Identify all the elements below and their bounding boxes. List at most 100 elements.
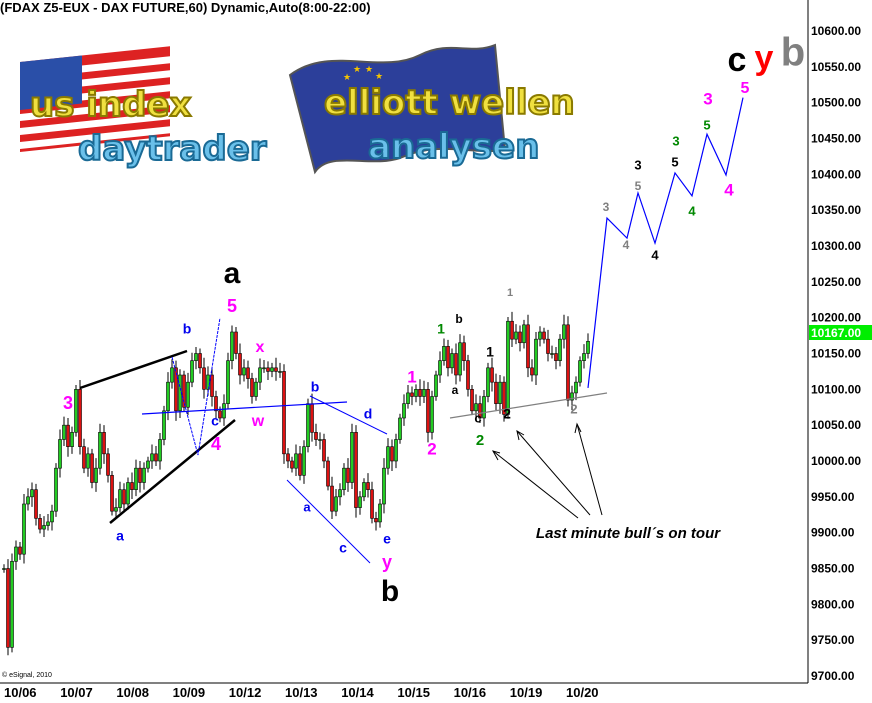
candle xyxy=(14,540,18,570)
candle xyxy=(398,413,402,444)
candle-body xyxy=(366,482,370,490)
lower-channel-line xyxy=(286,479,371,564)
us-flag-icon xyxy=(20,46,170,152)
candle-body xyxy=(198,353,202,369)
candle-body xyxy=(458,342,462,376)
candle xyxy=(50,504,54,531)
candle xyxy=(198,348,202,374)
candle xyxy=(426,382,430,443)
candle-body xyxy=(478,403,482,419)
candle-body xyxy=(382,467,386,505)
candle xyxy=(442,338,446,366)
candle xyxy=(418,379,422,406)
candle-body xyxy=(90,453,94,483)
candle xyxy=(102,425,106,464)
candle xyxy=(286,448,290,469)
candle xyxy=(26,488,30,511)
candle-body xyxy=(462,342,466,361)
candle xyxy=(118,481,122,513)
candle xyxy=(430,390,434,440)
candle xyxy=(478,395,482,424)
candle xyxy=(330,476,334,520)
candle-body xyxy=(62,424,66,440)
wave-label: 3 xyxy=(672,133,679,148)
candle xyxy=(510,311,514,348)
candle-body xyxy=(38,518,42,530)
candle-body xyxy=(350,432,354,483)
candle-body xyxy=(534,338,538,376)
candle xyxy=(18,541,22,560)
candle-body xyxy=(326,460,330,487)
candle-body xyxy=(402,403,406,419)
candle-body xyxy=(518,331,522,344)
candle xyxy=(46,514,50,531)
candle xyxy=(546,329,550,362)
svg-text:★: ★ xyxy=(365,64,373,74)
x-tick-label: 10/14 xyxy=(341,685,374,700)
candle-body xyxy=(18,546,22,555)
x-tick-label: 10/12 xyxy=(229,685,262,700)
candle xyxy=(94,458,98,492)
candle-body xyxy=(14,546,18,562)
candle xyxy=(246,360,250,389)
candle-body xyxy=(142,467,146,483)
candle xyxy=(378,498,382,528)
candle-body xyxy=(294,453,298,469)
candle xyxy=(138,461,142,493)
candle-body xyxy=(558,338,562,361)
candle xyxy=(578,356,582,387)
wave-label: c xyxy=(474,410,481,425)
wave-label: b xyxy=(381,575,399,608)
lower-wedge-line xyxy=(109,419,236,524)
candle xyxy=(130,472,134,499)
candle-body xyxy=(566,324,570,401)
candle xyxy=(354,425,358,518)
candle xyxy=(110,471,114,516)
candle-body xyxy=(118,489,122,508)
candle xyxy=(194,347,198,370)
arrow-2 xyxy=(516,430,591,516)
candle-body xyxy=(46,521,50,526)
candle-body xyxy=(258,367,262,383)
candle xyxy=(562,314,566,349)
candle-body xyxy=(78,389,82,447)
x-tick-label: 10/20 xyxy=(566,685,599,700)
candle-body xyxy=(158,439,162,462)
wave-label: y xyxy=(755,39,774,77)
candle xyxy=(326,456,330,491)
wave-label: 3 xyxy=(703,89,712,108)
last-price-label: 10167.00 xyxy=(811,326,861,340)
candle-body xyxy=(238,353,242,376)
candle xyxy=(270,362,274,378)
candle-body xyxy=(254,381,258,397)
y-tick-label: 10450.00 xyxy=(811,132,861,146)
candle-body xyxy=(450,353,454,369)
candle xyxy=(530,359,534,382)
wave-label: 1 xyxy=(407,367,416,386)
y-tick-label: 10300.00 xyxy=(811,239,861,253)
candle xyxy=(258,358,262,391)
candle-body xyxy=(438,360,442,376)
candle xyxy=(202,357,206,399)
candle xyxy=(2,564,6,573)
candle-body xyxy=(266,367,270,372)
upper-channel-line xyxy=(309,395,388,435)
last-price-box xyxy=(809,325,872,340)
arrow-3 xyxy=(576,423,603,516)
candle-body xyxy=(542,331,546,340)
candle xyxy=(162,405,166,446)
candle xyxy=(86,447,90,477)
horizontal-support-line xyxy=(141,401,348,415)
wave-label: e xyxy=(383,531,391,547)
candle-body xyxy=(358,496,362,508)
candle xyxy=(82,438,86,474)
projection-line xyxy=(587,97,744,388)
wave-label: 2 xyxy=(476,432,484,449)
candle xyxy=(386,438,390,475)
svg-text:★: ★ xyxy=(343,72,351,82)
candle xyxy=(182,370,186,412)
candle-body xyxy=(214,396,218,412)
candle xyxy=(518,325,522,352)
candle-body xyxy=(58,439,62,469)
candle xyxy=(538,326,542,347)
